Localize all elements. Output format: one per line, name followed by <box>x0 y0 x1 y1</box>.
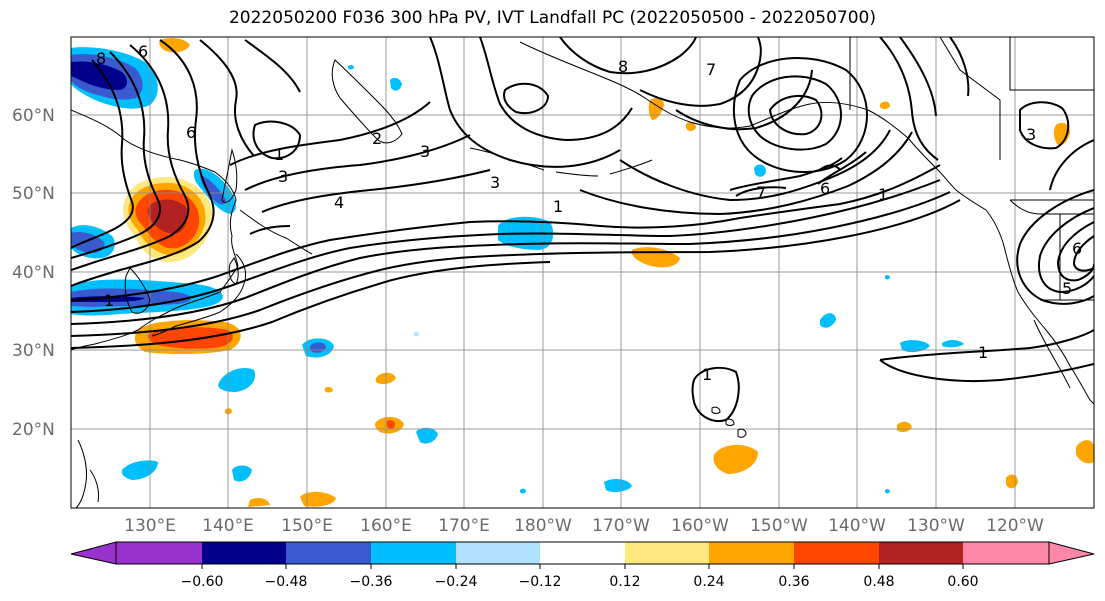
lat-label: 50°N <box>12 184 55 204</box>
positive-pv-shading <box>123 37 1094 507</box>
lat-label: 40°N <box>12 263 55 283</box>
contour-label: 1 <box>702 365 712 384</box>
contour-label: 1 <box>553 197 563 216</box>
colorbar-tick-label: 0.36 <box>778 574 809 590</box>
colorbar-tick-label: 0.12 <box>609 574 640 590</box>
lon-label: 170°W <box>592 516 650 536</box>
colorbar-tick-label: −0.12 <box>519 574 562 590</box>
lat-label: 60°N <box>12 106 55 126</box>
longitude-labels: 130°E 140°E 150°E 160°E 170°E 180°W 170°… <box>124 516 1044 536</box>
contour-label: 6 <box>186 123 196 142</box>
colorbar-tick-label: −0.48 <box>265 574 308 590</box>
lon-label: 120°W <box>986 516 1044 536</box>
colorbar-segment <box>794 542 879 564</box>
lon-label: 140°W <box>828 516 886 536</box>
contour-label: 7 <box>706 60 716 79</box>
colorbar-segment <box>371 542 456 564</box>
lat-label: 20°N <box>12 420 55 440</box>
contour-label: 1 <box>104 291 114 310</box>
colorbar: −0.60 −0.48 −0.36 −0.24 −0.12 0.12 0.24 … <box>70 541 1095 590</box>
contour-label: 1 <box>274 145 284 164</box>
colorbar-segment <box>625 542 709 564</box>
map-title: 2022050200 F036 300 hPa PV, IVT Landfall… <box>228 8 876 28</box>
colorbar-tick-label: −0.24 <box>435 574 478 590</box>
colorbar-segment <box>286 542 371 564</box>
latitude-labels: 60°N 50°N 40°N 30°N 20°N <box>12 106 55 440</box>
colorbar-segment <box>456 542 540 564</box>
lon-label: 140°E <box>202 516 254 536</box>
lon-label: 170°E <box>438 516 490 536</box>
colorbar-segment <box>709 542 794 564</box>
lon-label: 150°W <box>750 516 808 536</box>
contour-label: 6 <box>820 179 830 198</box>
contour-label: 3 <box>420 142 430 161</box>
colorbar-segment <box>202 542 286 564</box>
contour-label: 6 <box>138 42 148 61</box>
colorbar-segment <box>70 541 117 565</box>
lon-label: 150°E <box>281 516 333 536</box>
lat-label: 30°N <box>12 341 55 361</box>
pv-contours <box>71 37 1094 422</box>
contour-label: 3 <box>490 173 500 192</box>
contour-label: 2 <box>372 129 382 148</box>
colorbar-segment <box>540 542 625 564</box>
contour-label: 6 <box>1072 239 1082 258</box>
contour-label: 8 <box>618 57 628 76</box>
contour-label: 1 <box>978 343 988 362</box>
colorbar-segment <box>963 542 1049 564</box>
contour-label: 1 <box>878 185 888 204</box>
contour-label: 5 <box>1062 279 1072 298</box>
colorbar-tick-label: 0.60 <box>947 574 978 590</box>
colorbar-tick-label: 0.24 <box>693 574 724 590</box>
colorbar-segment <box>1048 541 1095 565</box>
lon-label: 160°W <box>671 516 729 536</box>
lon-label: 130°E <box>124 516 176 536</box>
colorbar-tick-label: −0.36 <box>350 574 393 590</box>
colorbar-segment <box>879 542 963 564</box>
contour-label: 3 <box>1026 125 1036 144</box>
lon-label: 160°E <box>360 516 412 536</box>
contour-label: 4 <box>334 193 344 212</box>
colorbar-tick-label: −0.60 <box>181 574 224 590</box>
graticule <box>71 37 1094 508</box>
colorbar-tick-label: 0.48 <box>863 574 894 590</box>
colorbar-segment <box>116 542 202 564</box>
lon-label: 130°W <box>907 516 965 536</box>
map-border <box>70 36 1095 509</box>
negative-pv-shading <box>71 47 964 494</box>
contour-labels: 8 6 6 1 1 2 3 3 4 3 1 1 8 7 7 6 1 3 6 5 … <box>96 42 1082 384</box>
shading-layer <box>71 37 1094 507</box>
contour-label: 3 <box>278 167 288 186</box>
contour-label: 7 <box>756 183 766 202</box>
contour-label: 8 <box>96 49 106 68</box>
lon-label: 180°W <box>514 516 572 536</box>
